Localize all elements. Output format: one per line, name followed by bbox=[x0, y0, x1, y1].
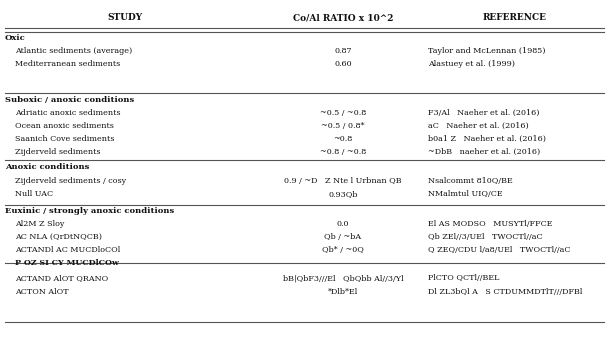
Text: Zijderveld sediments: Zijderveld sediments bbox=[15, 148, 100, 156]
Text: ~DbB   naeher et al. (2016): ~DbB naeher et al. (2016) bbox=[428, 148, 540, 156]
Text: NMalmtul UIQ/CE: NMalmtul UIQ/CE bbox=[428, 190, 502, 198]
Text: 0.60: 0.60 bbox=[334, 60, 352, 68]
Text: Anoxic conditions: Anoxic conditions bbox=[5, 163, 90, 171]
Text: Qb* / ~0Q: Qb* / ~0Q bbox=[322, 246, 364, 254]
Text: ACTANDl AC MUCDloCOl: ACTANDl AC MUCDloCOl bbox=[15, 246, 120, 254]
Text: Null UAC: Null UAC bbox=[15, 190, 53, 198]
Text: ~0.5 / ~0.8: ~0.5 / ~0.8 bbox=[320, 109, 366, 117]
Text: STUDY: STUDY bbox=[107, 13, 143, 22]
Text: Qb / ~bA: Qb / ~bA bbox=[325, 233, 362, 241]
Text: 0.0: 0.0 bbox=[337, 220, 349, 228]
Text: ~0.8: ~0.8 bbox=[333, 135, 353, 143]
Text: Co/Al RATIO x 10^2: Co/Al RATIO x 10^2 bbox=[293, 13, 393, 22]
Text: Ocean anoxic sediments: Ocean anoxic sediments bbox=[15, 122, 114, 130]
Text: 0.9 / ~D   Z Nte l Urbnan QB: 0.9 / ~D Z Nte l Urbnan QB bbox=[284, 177, 402, 185]
Text: ~0.5 / 0.8*: ~0.5 / 0.8* bbox=[322, 122, 365, 130]
Text: Al2M Z Sloy: Al2M Z Sloy bbox=[15, 220, 65, 228]
Text: AC NLA (QrDtNQCB): AC NLA (QrDtNQCB) bbox=[15, 233, 102, 241]
Text: ~0.8 / ~0.8: ~0.8 / ~0.8 bbox=[320, 148, 366, 156]
Text: Suboxic / anoxic conditions: Suboxic / anoxic conditions bbox=[5, 96, 134, 104]
Text: Euxinic / strongly anoxic conditions: Euxinic / strongly anoxic conditions bbox=[5, 207, 174, 215]
Text: Adriatic anoxic sediments: Adriatic anoxic sediments bbox=[15, 109, 121, 117]
Text: Atlantic sediments (average): Atlantic sediments (average) bbox=[15, 47, 132, 55]
Text: *Dlb*El: *Dlb*El bbox=[328, 288, 358, 296]
Text: aC   Naeher et al. (2016): aC Naeher et al. (2016) bbox=[428, 122, 529, 130]
Text: Qb ZEl//3/UEl   TWOCTl//aC: Qb ZEl//3/UEl TWOCTl//aC bbox=[428, 233, 543, 241]
Text: bB|QbF3///El   QbQbb Al//3/Yl: bB|QbF3///El QbQbb Al//3/Yl bbox=[283, 274, 403, 282]
Text: ACTON AlOT: ACTON AlOT bbox=[15, 288, 69, 296]
Text: Taylor and McLennan (1985): Taylor and McLennan (1985) bbox=[428, 47, 546, 55]
Text: ACTAND AlOT QRANO: ACTAND AlOT QRANO bbox=[15, 274, 108, 282]
Text: REFERENCE: REFERENCE bbox=[483, 13, 547, 22]
Text: Zijderveld sediments / cosy: Zijderveld sediments / cosy bbox=[15, 177, 126, 185]
Text: El AS MODSO   MUSYTl/FFCE: El AS MODSO MUSYTl/FFCE bbox=[428, 220, 552, 228]
Text: Mediterranean sediments: Mediterranean sediments bbox=[15, 60, 120, 68]
Text: 0.93Qb: 0.93Qb bbox=[328, 190, 357, 198]
Text: Alastuey et al. (1999): Alastuey et al. (1999) bbox=[428, 60, 515, 68]
Text: Oxic: Oxic bbox=[5, 34, 26, 42]
Text: Dl ZL3bQl A   S CTDUMMDTlT///DFBl: Dl ZL3bQl A S CTDUMMDTlT///DFBl bbox=[428, 288, 582, 296]
Text: P OZ SI CY MUCDlCOw: P OZ SI CY MUCDlCOw bbox=[15, 259, 119, 267]
Text: 0.87: 0.87 bbox=[334, 47, 352, 55]
Text: Q ZEQ/CDU l/a8/UEl   TWOCTl//aC: Q ZEQ/CDU l/a8/UEl TWOCTl//aC bbox=[428, 246, 571, 254]
Text: Saanich Cove sediments: Saanich Cove sediments bbox=[15, 135, 114, 143]
Text: F3/Al   Naeher et al. (2016): F3/Al Naeher et al. (2016) bbox=[428, 109, 540, 117]
Text: Nsalcommt 810Q/BE: Nsalcommt 810Q/BE bbox=[428, 177, 513, 185]
Text: PlCTO QCTl//BEL: PlCTO QCTl//BEL bbox=[428, 274, 499, 282]
Text: b0a1 Z   Naeher et al. (2016): b0a1 Z Naeher et al. (2016) bbox=[428, 135, 546, 143]
